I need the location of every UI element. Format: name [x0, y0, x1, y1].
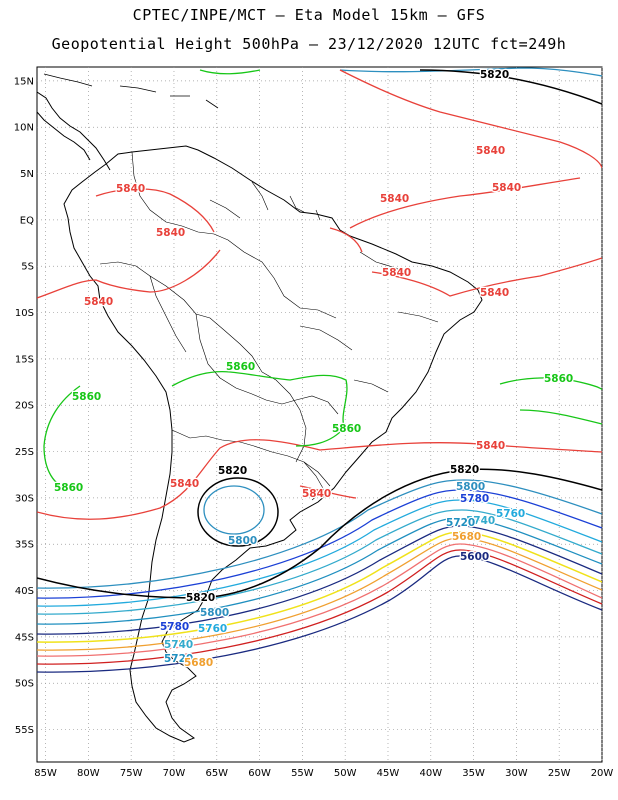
contour-label: 5720: [446, 517, 475, 529]
lat-tick-label: 10S: [15, 308, 34, 319]
contour-label: 5840: [492, 182, 521, 194]
contour-label: 5820: [186, 592, 215, 604]
contour-5760: [37, 499, 602, 607]
lat-tick-label: 15N: [14, 76, 34, 87]
contour-label: 5840: [382, 267, 411, 279]
contour-label: 5860: [72, 391, 101, 403]
contour-5740: [37, 509, 602, 615]
contour-5720: [37, 517, 602, 625]
lon-tick-label: 85W: [34, 768, 57, 779]
contour-label: 5820: [218, 465, 247, 477]
lat-tick-label: EQ: [20, 215, 34, 226]
contour-5680: [37, 531, 602, 643]
contour-5600: [37, 555, 602, 673]
contour-label: 5840: [476, 440, 505, 452]
contour-label: 5780: [460, 493, 489, 505]
lon-tick-label: 40W: [419, 768, 442, 779]
contour-label: 5800: [228, 535, 257, 547]
contour-5780: [37, 489, 602, 599]
lat-tick-label: 25S: [15, 447, 34, 458]
lon-tick-label: 45W: [377, 768, 400, 779]
contour-5640: [37, 543, 602, 657]
lon-tick-label: 80W: [77, 768, 100, 779]
lat-tick-label: 5S: [21, 262, 34, 273]
contour-label: 5840: [170, 478, 199, 490]
contour-label: 5760: [198, 623, 227, 635]
contour-label: 5860: [332, 423, 361, 435]
lat-tick-label: 35S: [15, 540, 34, 551]
title-line-2: Geopotential Height 500hPa – 23/12/2020 …: [51, 35, 567, 53]
lat-tick-label: 40S: [15, 586, 34, 597]
contour-5660: [37, 537, 602, 651]
contour-label: 5840: [116, 183, 145, 195]
contour-label: 5840: [302, 488, 331, 500]
contour-label: 5720: [164, 653, 193, 665]
lon-tick-label: 60W: [248, 768, 271, 779]
lat-tick-label: 20S: [15, 401, 34, 412]
contour-label: 5840: [84, 296, 113, 308]
contour-5820: [37, 69, 602, 599]
south-america-coastline: [63, 145, 483, 743]
contour-5840: [37, 69, 602, 520]
contour-label: 5840: [480, 287, 509, 299]
contour-5700: [37, 525, 602, 635]
lat-tick-label: 45S: [15, 632, 34, 643]
contour-5620: [37, 549, 602, 665]
lon-tick-label: 75W: [120, 768, 143, 779]
map-frame: [36, 66, 603, 763]
lon-tick-label: 50W: [334, 768, 357, 779]
contour-label: 5840: [156, 227, 185, 239]
contour-label: 5600: [460, 551, 489, 563]
contour-label: 5800: [456, 481, 485, 493]
lon-tick-label: 25W: [548, 768, 571, 779]
contour-label: 5860: [226, 361, 255, 373]
central-america-coastline: [37, 91, 111, 171]
lon-tick-label: 20W: [591, 768, 614, 779]
contour-label: 5740: [164, 639, 193, 651]
lat-tick-label: 55S: [15, 725, 34, 736]
lat-tick-label: 50S: [15, 679, 34, 690]
lon-tick-label: 30W: [505, 768, 528, 779]
lat-tick-label: 10N: [14, 123, 34, 134]
lat-tick-label: 5N: [20, 169, 34, 180]
lon-tick-label: 65W: [205, 768, 228, 779]
title-line-1: CPTEC/INPE/MCT – Eta Model 15km – GFS: [132, 6, 486, 24]
contour-labels: 5820 5840 5840 5840 5840 5840 5840 5840 5840 5840…: [53, 68, 575, 671]
longitude-labels: 85W 80W 75W 70W 65W 60W 55W 50W 45W 40W 35W 30W 25W 2…: [34, 768, 613, 779]
contour-label: 5840: [380, 193, 409, 205]
caribbean-islands: [43, 73, 219, 109]
contour-label: 5680: [184, 657, 213, 669]
contour-5800: [37, 67, 602, 589]
contour-label: 5840: [476, 145, 505, 157]
contour-label: 5860: [54, 482, 83, 494]
lon-tick-label: 70W: [163, 768, 186, 779]
contour-label: 5680: [452, 531, 481, 543]
latitude-labels: 15N 10N 5N EQ 5S 10S 15S 20S 25S 30S 35S 40S 45S 50S 5…: [14, 76, 34, 736]
contour-label: 5780: [160, 621, 189, 633]
lon-tick-label: 35W: [462, 768, 485, 779]
lon-tick-label: 55W: [291, 768, 314, 779]
contour-label: 5820: [450, 464, 479, 476]
country-borders: [99, 151, 439, 501]
contour-label: 5740: [466, 515, 495, 527]
lat-tick-label: 15S: [15, 354, 34, 365]
lat-tick-label: 30S: [15, 493, 34, 504]
contour-label: 5820: [480, 69, 509, 81]
contour-label: 5760: [496, 508, 525, 520]
contour-label: 5800: [200, 607, 229, 619]
contour-label: 5860: [544, 373, 573, 385]
contour-5860: [43, 69, 602, 489]
